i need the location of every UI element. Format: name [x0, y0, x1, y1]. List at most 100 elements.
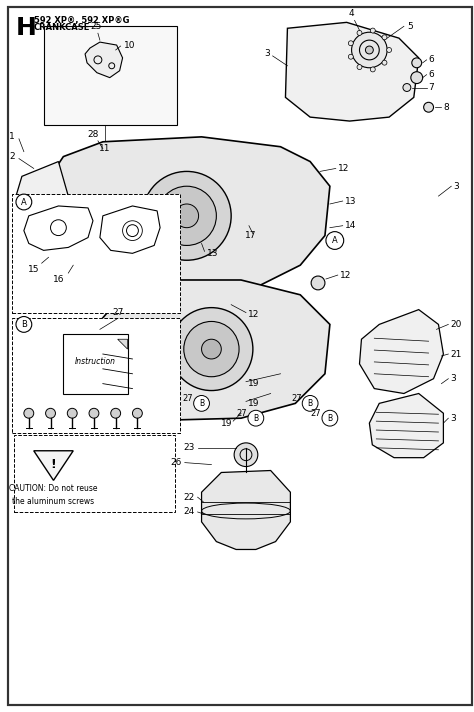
Polygon shape: [369, 394, 443, 458]
Circle shape: [132, 408, 142, 418]
Text: 20: 20: [450, 320, 462, 329]
Bar: [64, 334, 128, 394]
Circle shape: [142, 172, 231, 261]
Circle shape: [89, 408, 99, 418]
Text: Instruction: Instruction: [74, 357, 116, 367]
Circle shape: [352, 32, 387, 68]
Text: 12: 12: [338, 164, 349, 173]
Circle shape: [184, 321, 239, 377]
Circle shape: [357, 65, 362, 70]
Polygon shape: [85, 42, 123, 78]
Text: A: A: [21, 197, 27, 206]
Text: 6: 6: [428, 56, 434, 64]
Polygon shape: [359, 310, 443, 394]
Text: 1: 1: [9, 132, 15, 142]
Circle shape: [365, 46, 374, 54]
Text: 14: 14: [345, 221, 356, 230]
Circle shape: [170, 308, 253, 391]
Text: 10: 10: [124, 41, 135, 50]
Text: 12: 12: [340, 271, 351, 280]
Polygon shape: [48, 137, 330, 290]
Text: B: B: [253, 414, 258, 423]
Polygon shape: [24, 206, 93, 251]
Circle shape: [424, 103, 434, 112]
Circle shape: [302, 395, 318, 412]
Text: 5: 5: [407, 22, 413, 31]
Text: CAUTION: Do not reuse
the aluminum screws: CAUTION: Do not reuse the aluminum screw…: [9, 484, 98, 506]
Text: 11: 11: [99, 144, 110, 153]
Text: 27: 27: [291, 394, 301, 403]
Text: 13: 13: [345, 197, 356, 206]
Circle shape: [322, 410, 338, 426]
Text: CRANKCASE: CRANKCASE: [34, 23, 90, 32]
Text: 592 XP®, 592 XP®G: 592 XP®, 592 XP®G: [34, 16, 129, 26]
Text: 27: 27: [237, 409, 247, 418]
Circle shape: [387, 48, 392, 53]
Circle shape: [357, 31, 362, 36]
Circle shape: [348, 41, 353, 46]
Text: 24: 24: [183, 508, 195, 516]
Circle shape: [382, 35, 387, 40]
Polygon shape: [93, 280, 330, 420]
Text: 27: 27: [182, 394, 193, 403]
Circle shape: [326, 231, 344, 249]
Bar: [12, 194, 180, 313]
Text: B: B: [308, 399, 313, 408]
Text: 26: 26: [171, 458, 182, 467]
Text: 7: 7: [428, 83, 434, 92]
Circle shape: [411, 72, 423, 83]
Text: 15: 15: [28, 265, 39, 274]
Polygon shape: [201, 471, 291, 550]
Circle shape: [16, 317, 32, 333]
Circle shape: [412, 58, 422, 68]
Text: 3: 3: [453, 182, 459, 191]
Text: !: !: [51, 458, 56, 471]
Polygon shape: [34, 451, 73, 481]
Text: B: B: [328, 414, 332, 423]
Circle shape: [370, 28, 375, 33]
Text: 19: 19: [248, 379, 259, 388]
Text: A: A: [332, 236, 337, 245]
Text: 16: 16: [53, 275, 64, 284]
Text: H: H: [16, 16, 37, 41]
Circle shape: [382, 61, 387, 66]
Text: 19: 19: [221, 419, 233, 428]
Circle shape: [111, 408, 120, 418]
Text: B: B: [199, 399, 204, 408]
Text: 3: 3: [450, 375, 456, 383]
Text: 13: 13: [207, 248, 218, 258]
Circle shape: [234, 443, 258, 466]
Text: 2: 2: [9, 152, 15, 161]
Circle shape: [403, 83, 411, 91]
Text: 12: 12: [248, 310, 259, 319]
Bar: [12, 318, 180, 433]
Bar: [14, 435, 175, 512]
Text: 21: 21: [450, 350, 462, 359]
Text: 23: 23: [183, 444, 195, 452]
Text: 3: 3: [450, 414, 456, 423]
Polygon shape: [14, 162, 68, 265]
Circle shape: [16, 194, 32, 210]
Text: 19: 19: [248, 399, 259, 408]
Bar: [44, 26, 177, 125]
Circle shape: [194, 395, 210, 412]
Circle shape: [248, 410, 264, 426]
Circle shape: [370, 67, 375, 72]
Text: 27: 27: [311, 409, 321, 418]
Text: 8: 8: [443, 103, 449, 112]
Text: B: B: [21, 320, 27, 329]
Circle shape: [67, 408, 77, 418]
Circle shape: [24, 408, 34, 418]
Text: 6: 6: [428, 70, 434, 79]
Text: 22: 22: [183, 493, 195, 502]
Text: 17: 17: [245, 231, 256, 240]
Circle shape: [175, 204, 199, 228]
Text: 3: 3: [264, 49, 270, 58]
Text: 25: 25: [90, 22, 101, 31]
Polygon shape: [285, 22, 419, 121]
Circle shape: [46, 408, 55, 418]
Circle shape: [348, 54, 353, 59]
Polygon shape: [118, 339, 128, 349]
Text: 27: 27: [112, 308, 123, 317]
Circle shape: [157, 187, 216, 246]
